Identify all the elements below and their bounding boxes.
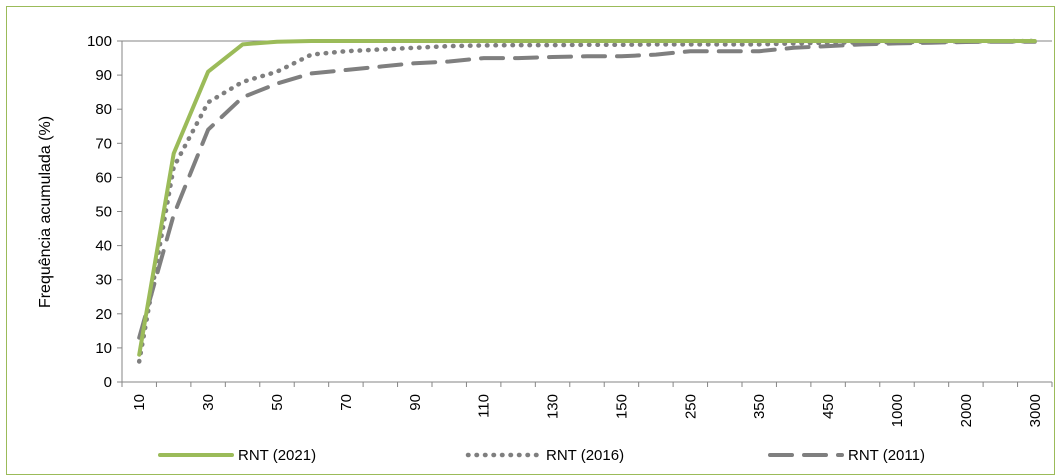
- y-axis-label: Frequência acumulada (%): [37, 116, 54, 308]
- legend-label: RNT (2016): [546, 447, 624, 464]
- plot-area: 0 10 20 30 40 50 60 70 80 90 100 10 30 50 70 90 110 130 15…: [87, 33, 1053, 427]
- y-tick-label: 10: [95, 340, 112, 357]
- legend: RNT (2021) RNT (2016) RNT (2011): [158, 447, 925, 464]
- x-tick-label: 70: [338, 394, 355, 411]
- y-tick-label: 0: [104, 374, 112, 391]
- y-tick-label: 40: [95, 238, 112, 255]
- y-tick-label: 50: [95, 204, 112, 221]
- x-tick-label: 350: [751, 394, 768, 419]
- x-tick-label: 10: [131, 394, 148, 411]
- x-tick-label: 3000: [1027, 394, 1044, 427]
- y-tick-label: 60: [95, 169, 112, 186]
- y-tick-label: 90: [95, 67, 112, 84]
- x-tick-label: 2000: [958, 394, 975, 427]
- x-tick-label: 250: [682, 394, 699, 419]
- x-tick-label: 50: [269, 394, 286, 411]
- x-tick-label: 150: [613, 394, 630, 419]
- y-tick-label: 30: [95, 272, 112, 289]
- x-tick-label: 130: [545, 394, 562, 419]
- y-tick-label: 70: [95, 135, 112, 152]
- y-tick-label: 20: [95, 306, 112, 323]
- series-line-rnt-2021: [137, 39, 1037, 357]
- y-tick-label: 100: [87, 33, 112, 50]
- x-tick-label: 90: [407, 394, 424, 411]
- legend-label: RNT (2011): [848, 447, 925, 464]
- legend-label: RNT (2021): [238, 447, 316, 464]
- x-tick-label: 110: [476, 394, 493, 418]
- series-line-rnt-2011: [137, 39, 1037, 340]
- x-tick-label: 1000: [889, 394, 906, 427]
- series-line-rnt-2016: [136, 38, 1038, 364]
- x-tick-label: 30: [200, 394, 217, 411]
- x-tick-label: 450: [820, 394, 837, 419]
- y-tick-label: 80: [95, 101, 112, 118]
- chart-frame: [6, 6, 1055, 475]
